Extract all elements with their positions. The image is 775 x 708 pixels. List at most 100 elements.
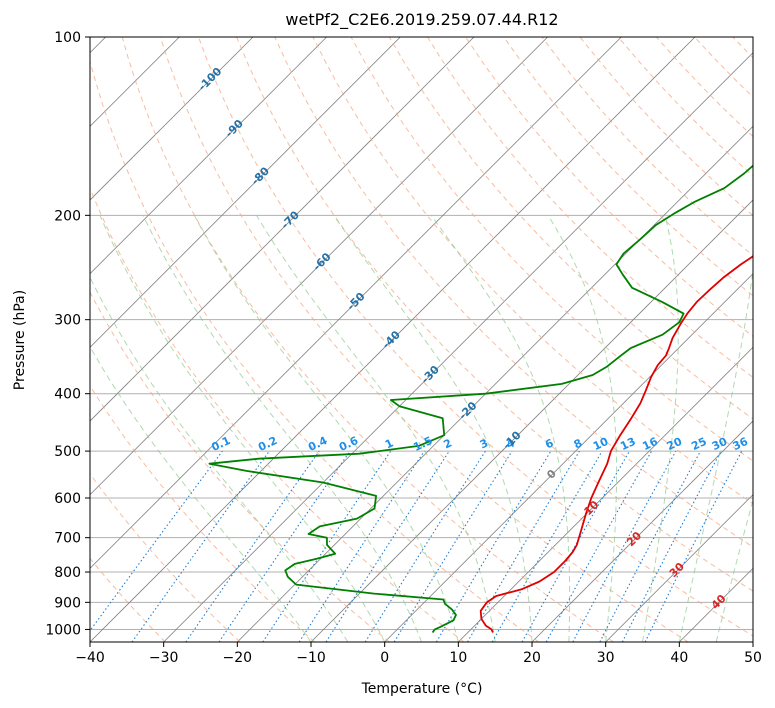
moist-adiabat-line (90, 345, 312, 642)
x-axis-label: Temperature (°C) (361, 681, 483, 697)
mixing-ratio-line (621, 450, 722, 642)
dry-adiabat-line (90, 59, 540, 642)
dry-adiabat-line (121, 37, 614, 642)
mixing-ratio-line (262, 450, 392, 642)
mixing-ratio-label: 2 (442, 436, 454, 451)
mixing-ratio-line (644, 450, 743, 642)
isotherm-label: 0 (544, 467, 559, 482)
dry-adiabat-line (274, 37, 753, 548)
temperature-profile-line (479, 255, 753, 633)
isotherm-line (90, 37, 696, 642)
moist-adiabat-line (256, 215, 496, 642)
mixing-ratio-label: 16 (640, 435, 660, 453)
isotherm-line (163, 52, 753, 642)
moist-adiabat-line (142, 215, 422, 642)
isotherm-line (90, 37, 475, 422)
isotherm-label: 40 (709, 592, 729, 612)
isotherm-label: -10 (500, 428, 523, 451)
isotherm-line (752, 641, 753, 642)
y-tick-label: 800 (54, 565, 81, 581)
isotherm-label: -50 (344, 290, 367, 313)
dry-adiabat-line (312, 37, 753, 505)
mixing-ratio-line (521, 450, 630, 642)
mixing-ratio-label: 36 (731, 435, 751, 453)
dry-adiabat-line (198, 37, 753, 637)
dry-adiabat-line (159, 37, 689, 642)
moist-adiabat-line (547, 215, 618, 642)
isotherm-line (531, 420, 753, 642)
moist-adiabat-line (642, 215, 679, 642)
mixing-ratio-line (599, 450, 701, 642)
mixing-ratio-line (572, 450, 677, 642)
dry-adiabat-line (90, 557, 166, 642)
dry-adiabat-line (465, 37, 753, 338)
isotherm-line (90, 37, 548, 496)
dewpoint-profile-line (208, 164, 753, 634)
mixing-ratio-line (218, 450, 351, 642)
moist-adiabat-line (193, 215, 459, 642)
dry-adiabat-line (388, 37, 753, 420)
profile-layer (208, 164, 753, 634)
isotherm-line (605, 494, 753, 642)
isotherm-line (90, 37, 327, 275)
plot-frame (89, 36, 754, 643)
moist-adiabat-line (678, 266, 753, 642)
x-tick-label: −30 (149, 650, 179, 666)
moist-adiabat-line (333, 215, 533, 642)
mixing-ratio-label: 6 (543, 436, 556, 451)
y-tick-label: 300 (54, 313, 81, 329)
isotherm-label: -90 (223, 117, 246, 140)
mixing-ratio-label: 10 (591, 435, 611, 453)
dry-adiabat-line (350, 37, 753, 462)
x-tick-label: 20 (523, 650, 541, 666)
axes-layer: −40 −30 −20 −10 0 10 20 30 40 5010020030040050060… (45, 30, 762, 666)
y-tick-label: 100 (54, 30, 81, 46)
dry-adiabat-line (694, 37, 753, 98)
mixing-ratio-label: 25 (689, 435, 708, 453)
mixing-ratio-line (185, 450, 320, 642)
mixing-ratio-line (364, 450, 486, 642)
isotherm-label: -40 (380, 328, 403, 351)
mixing-ratio-label: 30 (710, 435, 730, 453)
y-tick-label: 400 (54, 387, 81, 403)
dry-adiabat-line (90, 291, 390, 642)
mixing-ratio-line (131, 450, 270, 642)
x-tick-label: 50 (744, 650, 762, 666)
x-tick-label: −10 (296, 650, 326, 666)
isotherm-label: 20 (624, 529, 644, 549)
reference-labels-layer: 0.1 0.2 0.4 0.6 1 1.5 2 3 4 6 8 10 13 16 20 25 30 36-100-… (196, 65, 751, 612)
mixing-ratio-line (393, 450, 513, 642)
dry-adiabat-line (426, 37, 753, 378)
isotherm-line (310, 199, 753, 642)
mixing-ratio-label: 13 (618, 435, 637, 453)
dry-adiabat-line (503, 37, 753, 297)
isotherm-line (384, 273, 753, 642)
y-tick-label: 1000 (45, 622, 81, 638)
dry-adiabat-line (90, 186, 465, 642)
mixing-ratio-line (545, 450, 653, 642)
mixing-ratio-line (90, 450, 223, 632)
grid-layer (90, 37, 753, 642)
isotherm-label: -70 (279, 208, 302, 231)
dry-adiabat-line (90, 384, 316, 642)
y-tick-label: 600 (54, 491, 81, 507)
chart-title: wetPf2_C2E6.2019.259.07.44.R12 (285, 10, 558, 30)
isotherm-line (90, 37, 254, 201)
x-tick-label: −20 (223, 650, 253, 666)
mixing-ratio-line (467, 450, 580, 642)
reference-lines-layer (90, 37, 753, 642)
x-tick-label: 40 (670, 650, 688, 666)
mixing-ratio-line (298, 450, 425, 642)
y-tick-label: 700 (54, 531, 81, 547)
moist-adiabat-line (99, 215, 386, 642)
isotherm-label: -100 (196, 65, 225, 94)
isotherm-line (237, 125, 753, 642)
isotherm-line (458, 346, 753, 642)
isotherm-label: -80 (249, 164, 272, 187)
dry-adiabat-line (656, 37, 753, 138)
dry-adiabat-line (541, 37, 753, 257)
x-tick-label: 0 (380, 650, 389, 666)
y-tick-label: 200 (54, 208, 81, 224)
isotherm-line (679, 567, 753, 642)
